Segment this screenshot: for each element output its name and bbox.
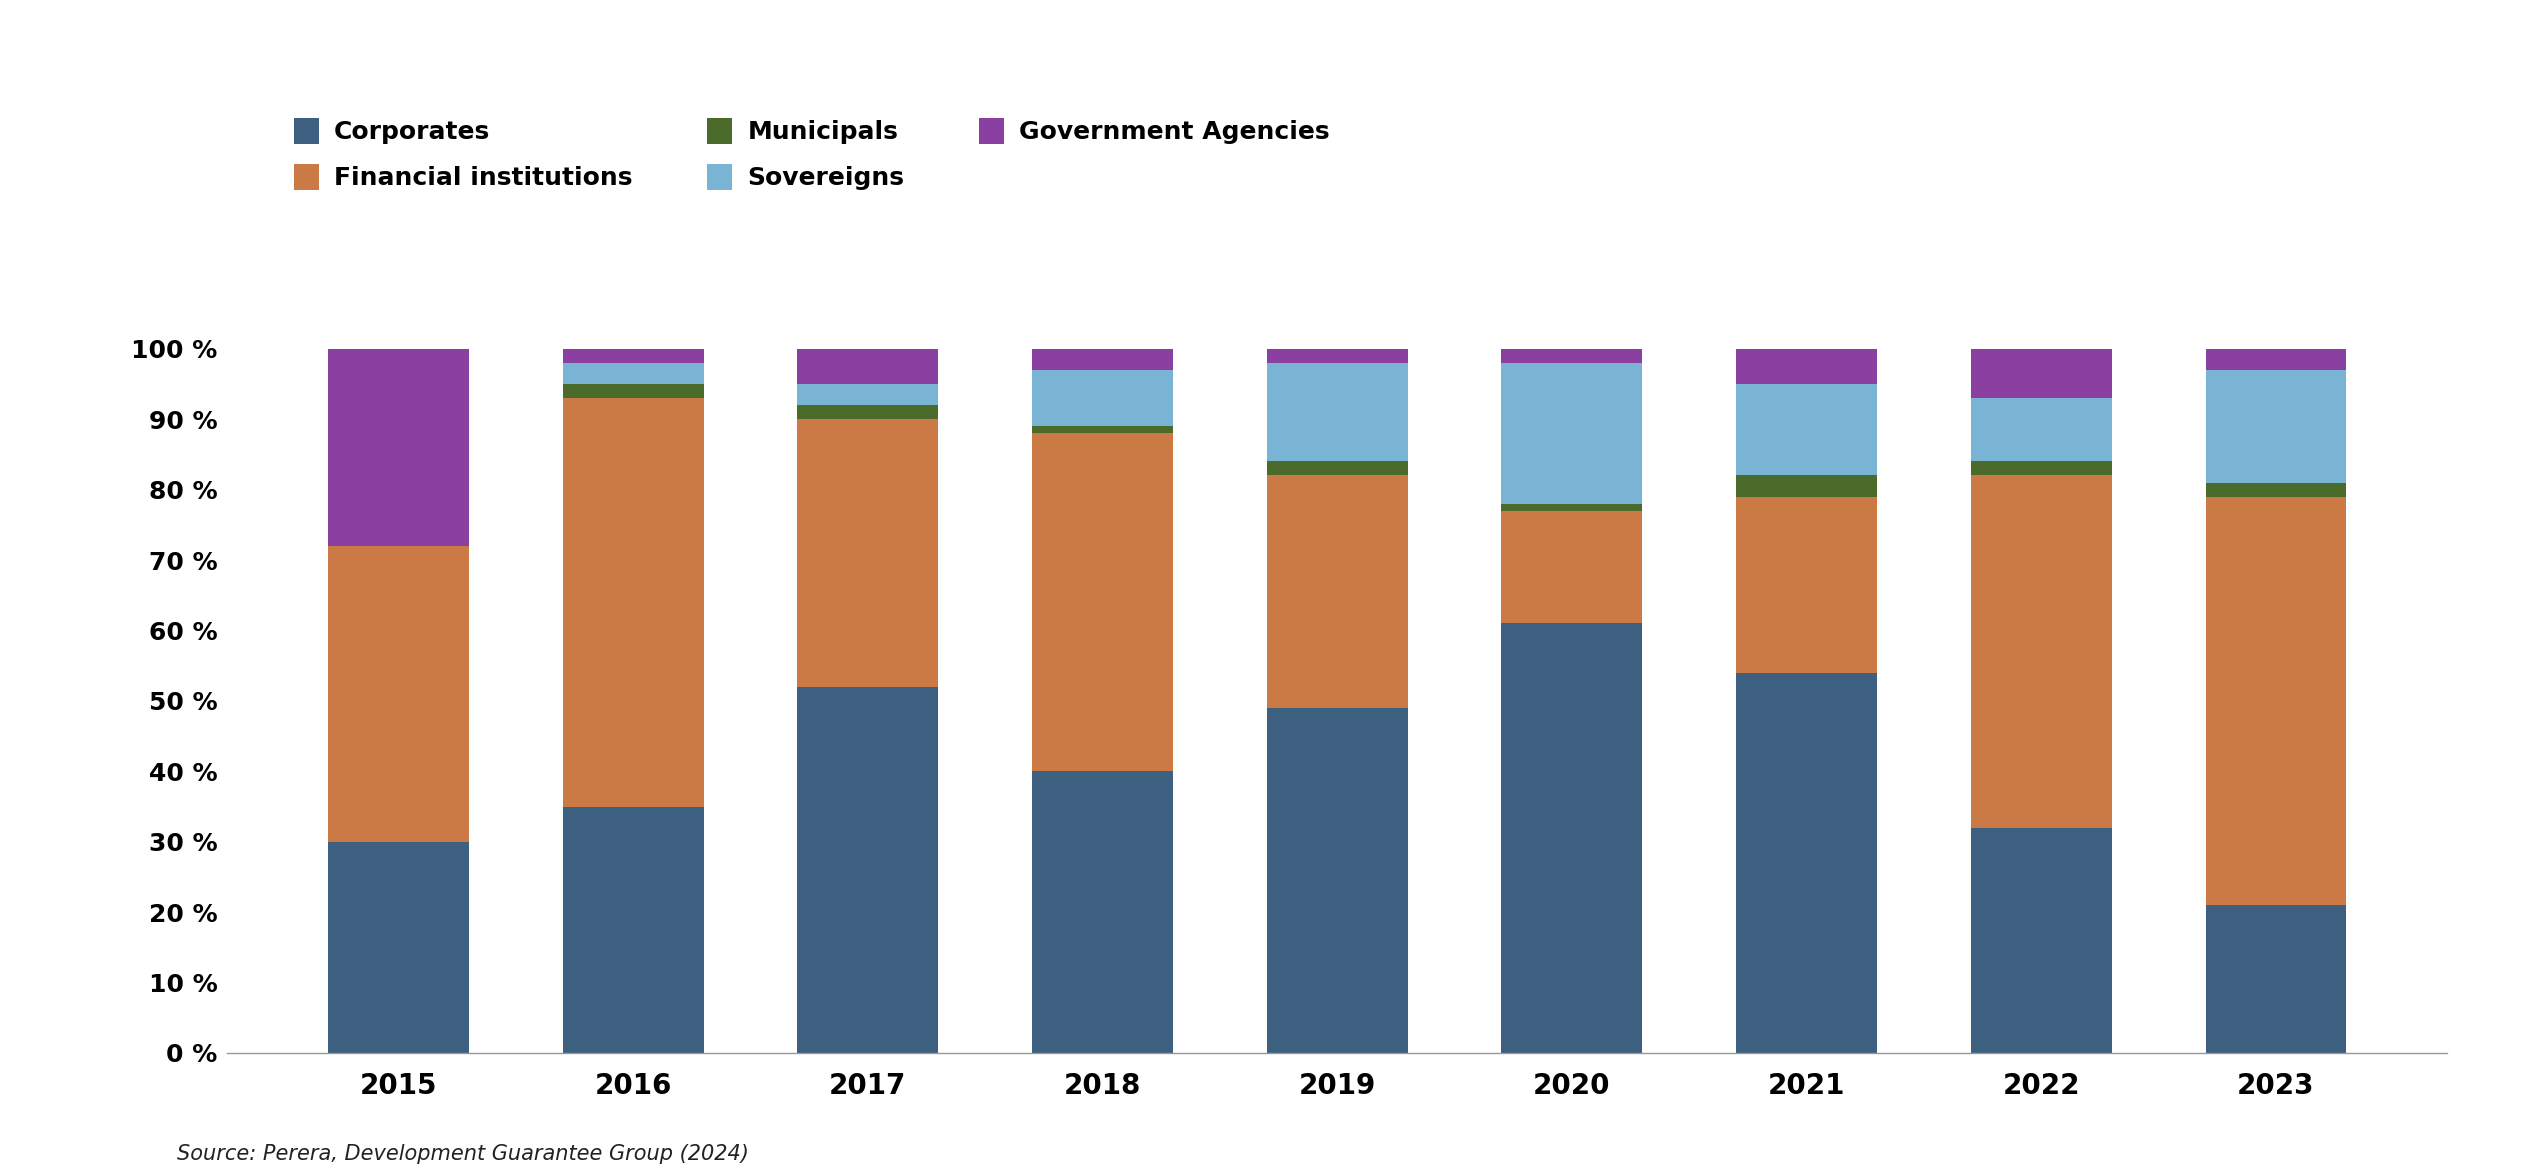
Bar — [1032, 433, 1173, 771]
Bar — [1970, 461, 2112, 475]
Bar — [1501, 511, 1642, 624]
Legend: Corporates, Financial institutions, Municipals, Sovereigns, Government Agencies: Corporates, Financial institutions, Muni… — [285, 108, 1340, 200]
Bar — [2205, 482, 2346, 496]
Bar — [1267, 708, 1408, 1053]
Bar — [1736, 384, 1877, 475]
Bar — [797, 405, 939, 419]
Text: Source: Perera, Development Guarantee Group (2024): Source: Perera, Development Guarantee Gr… — [177, 1144, 749, 1164]
Bar — [563, 398, 704, 806]
Bar — [1032, 349, 1173, 370]
Bar — [797, 687, 939, 1053]
Bar — [1267, 349, 1408, 363]
Bar — [797, 419, 939, 687]
Bar — [563, 349, 704, 363]
Bar — [1501, 624, 1642, 1053]
Bar — [1032, 771, 1173, 1053]
Bar — [563, 363, 704, 384]
Bar — [328, 349, 469, 546]
Bar — [1267, 461, 1408, 475]
Bar — [797, 349, 939, 384]
Bar — [1736, 475, 1877, 496]
Bar — [1736, 496, 1877, 673]
Bar — [797, 384, 939, 405]
Bar — [328, 546, 469, 841]
Bar — [1267, 363, 1408, 461]
Bar — [1970, 475, 2112, 827]
Bar — [1970, 398, 2112, 461]
Bar — [2205, 496, 2346, 906]
Bar — [1032, 426, 1173, 433]
Bar — [1501, 503, 1642, 511]
Bar — [1736, 673, 1877, 1053]
Bar — [563, 384, 704, 398]
Bar — [2205, 349, 2346, 370]
Bar — [1970, 349, 2112, 398]
Bar — [1736, 349, 1877, 384]
Bar — [2205, 906, 2346, 1053]
Bar — [1032, 370, 1173, 426]
Bar — [1267, 475, 1408, 708]
Bar — [563, 806, 704, 1053]
Bar — [1970, 827, 2112, 1053]
Bar — [1501, 363, 1642, 503]
Bar — [1501, 349, 1642, 363]
Bar — [328, 841, 469, 1053]
Bar — [2205, 370, 2346, 482]
